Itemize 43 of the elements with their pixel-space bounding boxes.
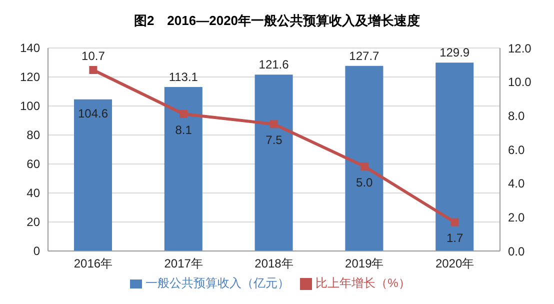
- y-tick-label: 140: [20, 41, 40, 55]
- point: [360, 162, 368, 170]
- y2-tick-label: 6.0: [508, 142, 526, 157]
- x-tick-label: 2018年: [254, 256, 294, 271]
- data-label: 121.6: [258, 58, 290, 72]
- y2-tick-label: 0.0: [508, 244, 526, 258]
- x-tick-label: 2017年: [164, 256, 203, 271]
- chart-title: 图2 2016—2020年一般公共预算收入及增长速度: [132, 12, 422, 30]
- y-tick-label: 40: [26, 186, 40, 200]
- legend-label: 一般公共预算收入（亿元）: [146, 276, 290, 290]
- bar: [254, 74, 293, 251]
- y2-tick-label: 12.0: [508, 41, 532, 56]
- y-tick-label: 60: [26, 157, 40, 171]
- data-label: 8.1: [175, 122, 192, 137]
- legend-label: 比上年增长（%）: [316, 276, 410, 290]
- data-label: 104.6: [78, 106, 108, 120]
- y2-tick-label: 4.0: [508, 176, 526, 191]
- point: [89, 66, 98, 74]
- y2-tick-label: 8.0: [508, 108, 526, 123]
- y-tick-label: 80: [26, 128, 40, 142]
- y-tick-label: 100: [20, 99, 40, 113]
- y2-tick-label: 10.0: [508, 75, 532, 90]
- data-label: 10.7: [82, 48, 106, 63]
- bar: [436, 62, 474, 251]
- bar: [74, 99, 112, 251]
- y-tick-label: 20: [26, 215, 40, 229]
- point: [270, 120, 278, 128]
- data-label: 1.7: [446, 231, 464, 246]
- y2-tick-label: 2.0: [508, 210, 526, 224]
- data-label: 127.7: [349, 48, 380, 63]
- bar: [164, 87, 202, 251]
- data-label: 113.1: [168, 70, 198, 84]
- data-label: 129.9: [440, 46, 470, 60]
- point: [180, 110, 188, 118]
- x-tick-label: 2020年: [435, 256, 474, 271]
- y-tick-label: 0: [33, 244, 40, 258]
- data-label: 5.0: [356, 175, 374, 190]
- data-label: 7.5: [266, 133, 283, 148]
- x-tick-label: 2016年: [74, 256, 113, 271]
- bar: [345, 66, 384, 251]
- x-tick-label: 2019年: [345, 256, 384, 271]
- point: [450, 218, 459, 226]
- y-tick-label: 120: [20, 70, 40, 84]
